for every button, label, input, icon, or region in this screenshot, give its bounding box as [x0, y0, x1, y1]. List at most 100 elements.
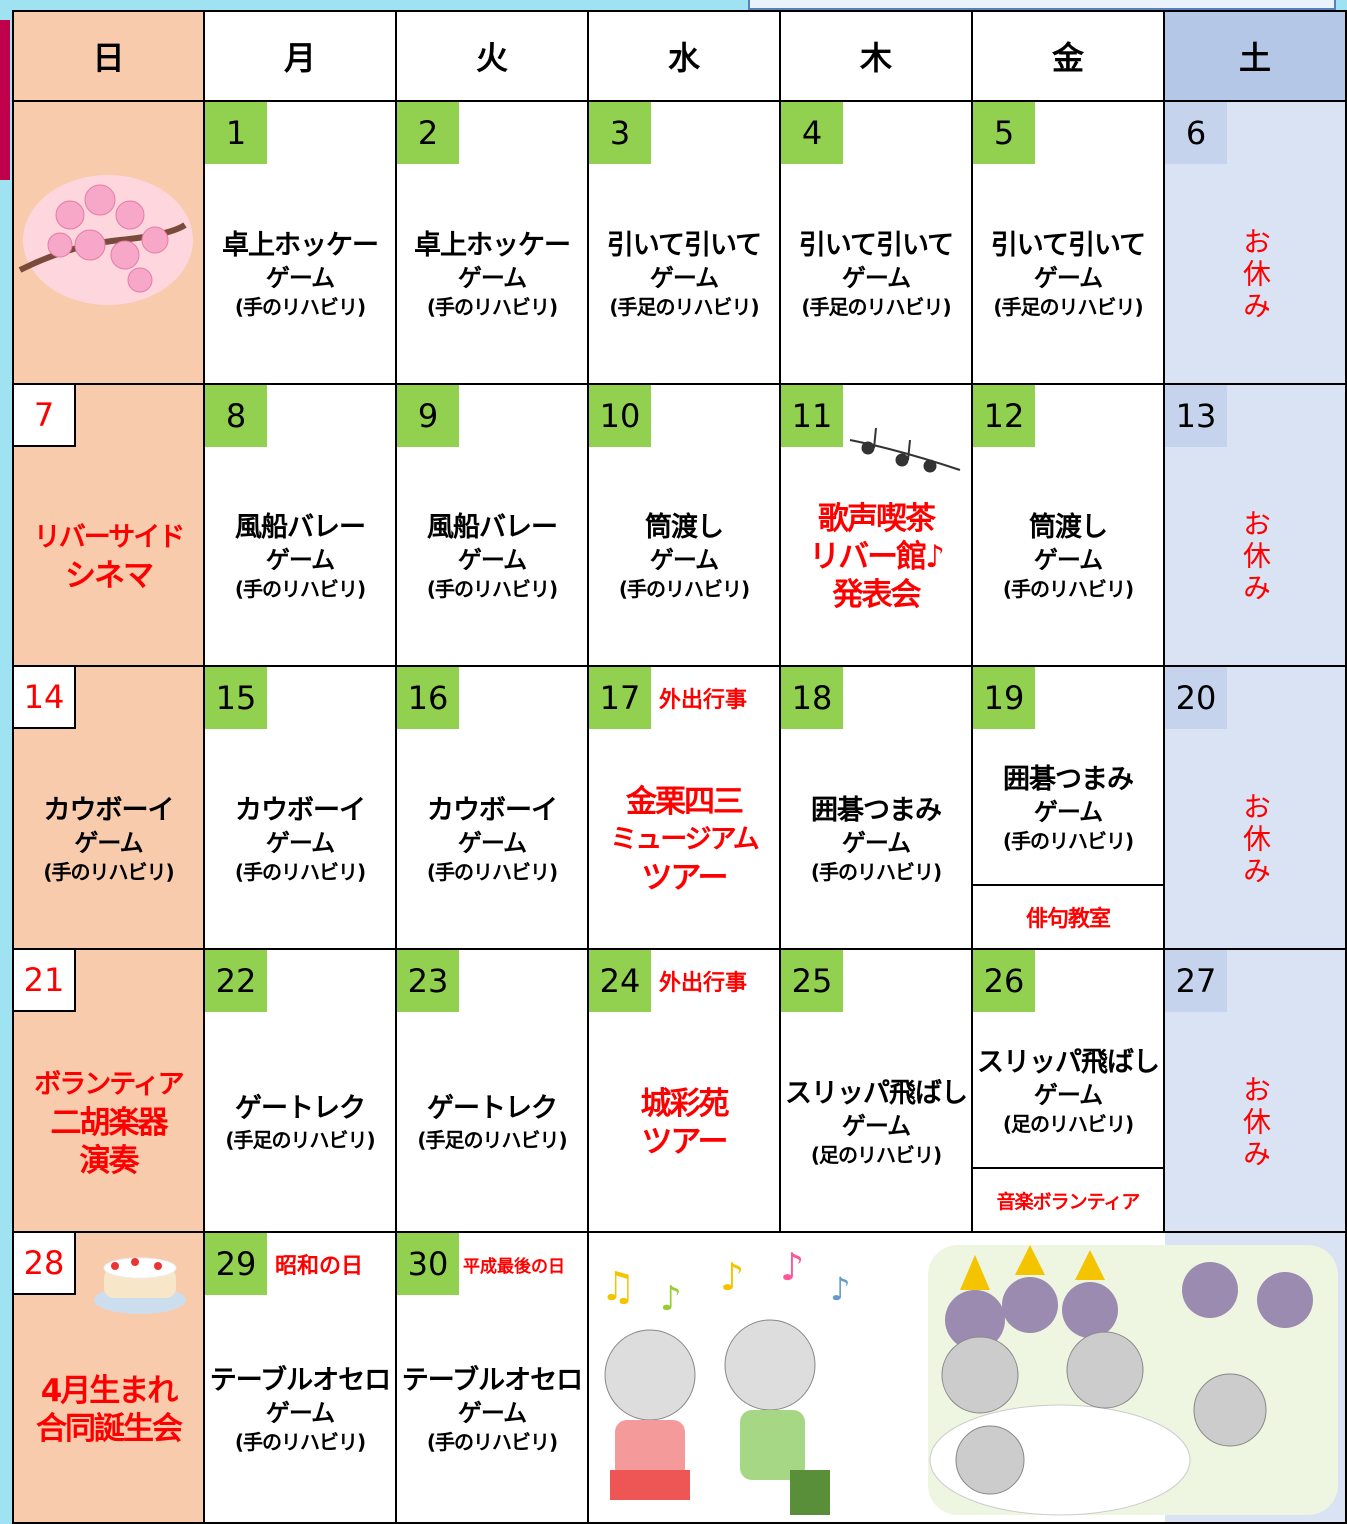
event-title: 4月生まれ	[40, 1372, 179, 1409]
date-number: 28	[14, 1233, 76, 1295]
activity-title: ゲーム	[1033, 797, 1103, 826]
cell-content: お休み	[1165, 164, 1345, 383]
cell-content: 引いて引いて ゲーム (手足のリハビリ)	[973, 164, 1163, 383]
day-cell: 6 お休み	[1165, 102, 1347, 385]
activity-title: ゲーム	[841, 828, 911, 857]
weekday-header: 金	[973, 10, 1165, 102]
cell-content: リバーサイド シネマ	[14, 447, 203, 665]
date-tag: 外出行事	[659, 688, 748, 713]
activity-detail: (足のリハビリ)	[1002, 1111, 1134, 1136]
event-title: ツアー	[641, 859, 728, 896]
activity-title: スリッパ飛ばし	[977, 1046, 1160, 1078]
activity-title: 卓上ホッケー	[414, 229, 571, 261]
date-number: 21	[14, 950, 76, 1012]
cell-content: 引いて引いて ゲーム (手足のリハビリ)	[589, 164, 779, 383]
day-cell: 18 囲碁つまみ ゲーム (手のリハビリ)	[781, 667, 973, 950]
top-box	[748, 0, 1336, 10]
date-number: 20	[1165, 667, 1227, 729]
date-number: 1	[205, 102, 267, 164]
cell-content: 風船バレー ゲーム (手のリハビリ)	[205, 447, 395, 665]
day-cell: 8 風船バレー ゲーム (手のリハビリ)	[205, 385, 397, 667]
cell-content: お休み	[1165, 447, 1345, 665]
day-cell	[1165, 1233, 1347, 1524]
activity-title: ゲーム	[265, 828, 335, 857]
event-title: 演奏	[79, 1142, 140, 1179]
day-cell: 17 外出行事 金栗四三 ミュージアム ツアー	[589, 667, 781, 950]
weekday-header: 月	[205, 10, 397, 102]
cell-content: お休み	[1165, 729, 1345, 948]
date-number: 12	[973, 385, 1035, 447]
cell-content: カウボーイ ゲーム (手のリハビリ)	[397, 729, 587, 948]
day-cell	[973, 1233, 1165, 1524]
activity-title: ゲーム	[265, 1398, 335, 1427]
date-number: 30	[397, 1233, 459, 1295]
cell-content: お休み	[1165, 1012, 1345, 1231]
day-cell: 3 引いて引いて ゲーム (手足のリハビリ)	[589, 102, 781, 385]
day-cell: 2 卓上ホッケー ゲーム (手のリハビリ)	[397, 102, 589, 385]
day-cell: 9 風船バレー ゲーム (手のリハビリ)	[397, 385, 589, 667]
day-cell: 5 引いて引いて ゲーム (手足のリハビリ)	[973, 102, 1165, 385]
cell-content: スリッパ飛ばし ゲーム (足のリハビリ)	[781, 1012, 971, 1231]
activity-detail: (手のリハビリ)	[426, 294, 558, 319]
day-cell: 25 スリッパ飛ばし ゲーム (足のリハビリ)	[781, 950, 973, 1233]
day-off: お休み	[1239, 509, 1272, 605]
weekday-header: 火	[397, 10, 589, 102]
activity-title: 筒渡し	[645, 512, 724, 543]
cell-content: 筒渡しゲーム (手のリハビリ)	[973, 447, 1163, 665]
date-number: 24	[589, 950, 651, 1012]
day-cell: 20 お休み	[1165, 667, 1347, 950]
cell-content: ゲートレク (手足のリハビリ)	[205, 1012, 395, 1231]
event-title: リバーサイド	[33, 522, 185, 553]
date-tag: 外出行事	[659, 971, 748, 996]
day-cell: 16 カウボーイ ゲーム (手のリハビリ)	[397, 667, 589, 950]
cell-content: 筒渡し ゲーム (手のリハビリ)	[589, 447, 779, 665]
day-off: お休み	[1239, 226, 1272, 323]
date-number: 25	[781, 950, 843, 1012]
event-title: 発表会	[832, 577, 922, 613]
activity-title: ゲートレク	[235, 1092, 366, 1124]
activity-title: ゲーム	[265, 263, 335, 292]
activity-detail: (手のリハビリ)	[234, 859, 366, 884]
day-cell: 19 囲碁つまみ ゲーム (手のリハビリ) 俳句教室	[973, 667, 1165, 950]
weekday-header: 日	[12, 10, 205, 102]
cell-content: 歌声喫茶 リバー館♪ 発表会	[781, 447, 971, 665]
weekday-header: 水	[589, 10, 781, 102]
activity-detail: (手足のリハビリ)	[417, 1127, 567, 1152]
activity-title: ゲートレク	[427, 1092, 558, 1124]
date-number: 16	[397, 667, 459, 729]
date-number: 6	[1165, 102, 1227, 164]
day-cell: 11 歌声喫茶 リバー館♪ 発表会	[781, 385, 973, 667]
cell-content: ボランティア 二胡楽器 演奏	[14, 1012, 203, 1231]
date-tag: 昭和の日	[275, 1254, 364, 1279]
activity-detail: (手足のリハビリ)	[801, 294, 951, 319]
activity-title: 囲碁つまみ	[811, 794, 942, 826]
cell-content: 引いて引いて ゲーム (手足のリハビリ)	[781, 164, 971, 383]
activity-title: ゲーム	[457, 828, 527, 857]
activity-detail: (手のリハビリ)	[810, 859, 942, 884]
date-number: 11	[781, 385, 843, 447]
activity-detail: (手のリハビリ)	[234, 294, 366, 319]
date-number: 13	[1165, 385, 1227, 447]
left-tab	[0, 20, 10, 180]
activity-detail: (手のリハビリ)	[426, 1429, 558, 1454]
activity-title: 筒渡し	[1029, 512, 1108, 543]
date-number: 23	[397, 950, 459, 1012]
date-number: 18	[781, 667, 843, 729]
cell-content: カウボーイ ゲーム (手のリハビリ)	[14, 729, 203, 948]
activity-title: ゲーム	[1033, 546, 1103, 574]
cell-content: 卓上ホッケー ゲーム (手のリハビリ)	[205, 164, 395, 383]
day-cell: 15 カウボーイ ゲーム (手のリハビリ)	[205, 667, 397, 950]
activity-title: ゲーム	[265, 546, 335, 574]
cell-content: スリッパ飛ばし ゲーム (足のリハビリ)	[973, 1012, 1163, 1171]
date-number: 4	[781, 102, 843, 164]
day-off: お休み	[1239, 1074, 1272, 1171]
date-number: 15	[205, 667, 267, 729]
activity-title: 引いて引いて	[990, 229, 1146, 261]
cell-content: ゲートレク (手足のリハビリ)	[397, 1012, 587, 1231]
day-cell	[781, 1233, 973, 1524]
activity-title: ゲーム	[457, 1398, 527, 1427]
activity-detail: (手のリハビリ)	[1002, 577, 1134, 601]
cell-content: 風船バレー ゲーム (手のリハビリ)	[397, 447, 587, 665]
day-off: お休み	[1239, 791, 1272, 888]
activity-title: カウボーイ	[427, 794, 558, 826]
